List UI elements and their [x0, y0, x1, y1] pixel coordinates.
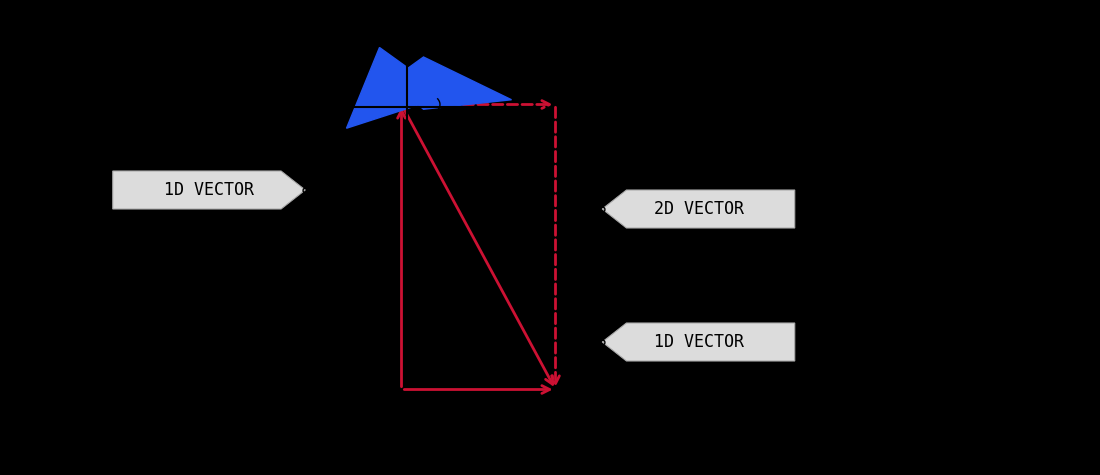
Text: 1D VECTOR: 1D VECTOR — [164, 181, 254, 199]
Text: 2D VECTOR: 2D VECTOR — [653, 200, 744, 218]
Text: Ay: Ay — [365, 230, 383, 245]
Polygon shape — [113, 171, 305, 209]
Polygon shape — [390, 57, 512, 109]
Text: 1D VECTOR: 1D VECTOR — [653, 333, 744, 351]
Text: Ax: Ax — [470, 401, 487, 416]
Polygon shape — [603, 323, 794, 361]
Polygon shape — [346, 48, 434, 128]
Polygon shape — [603, 190, 794, 228]
